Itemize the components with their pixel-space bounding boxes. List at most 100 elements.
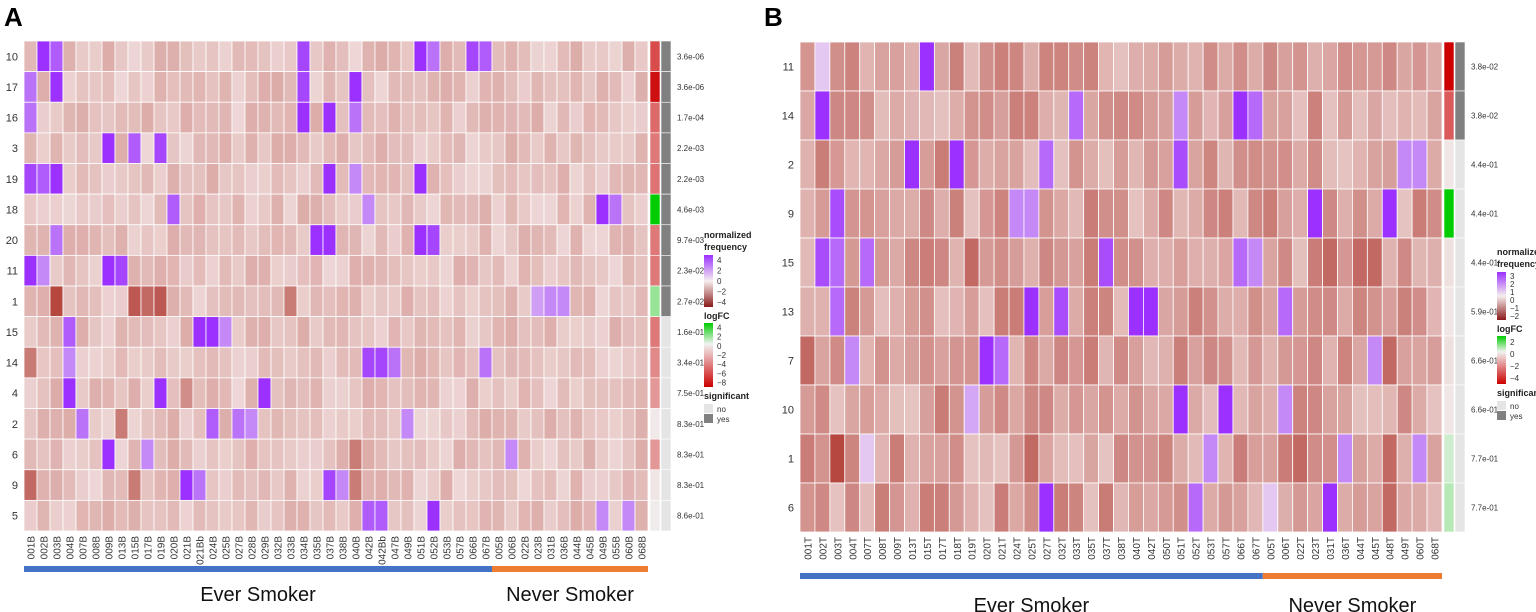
heatmap-cell	[179, 377, 194, 409]
p-value-label: 9.7e-03	[677, 236, 705, 245]
heatmap-cell	[348, 163, 363, 195]
heatmap-cell	[1396, 482, 1413, 533]
heatmap-cell	[166, 163, 181, 195]
heatmap-cell	[919, 139, 935, 190]
heatmap-cell	[426, 469, 441, 501]
heatmap-cell	[49, 254, 64, 287]
column-label: 004B	[66, 536, 77, 560]
heatmap-cell	[933, 237, 950, 288]
heatmap-cell	[36, 224, 51, 256]
heatmap-cell	[244, 285, 259, 318]
heatmap-cell	[465, 316, 480, 348]
heatmap-cell	[569, 316, 584, 348]
heatmap-cell	[348, 346, 363, 379]
heatmap-cell	[296, 499, 311, 532]
column-label: 007B	[79, 536, 90, 560]
legend-logfc-tick: 0	[717, 342, 722, 351]
logfc-cell	[1443, 286, 1455, 337]
heatmap-cell	[296, 132, 311, 164]
heatmap-cell	[478, 285, 493, 318]
heatmap-cell	[23, 408, 38, 440]
heatmap-cell	[595, 438, 610, 471]
heatmap-cell	[595, 163, 610, 195]
heatmap-cell	[874, 433, 890, 484]
heatmap-cell	[452, 408, 467, 440]
heatmap-cell	[75, 132, 90, 164]
heatmap-cell	[400, 377, 415, 409]
heatmap-cell	[904, 237, 920, 288]
heatmap-cell	[1366, 139, 1383, 190]
legend-sig-yes-label: yes	[717, 415, 729, 424]
heatmap-cell	[530, 163, 545, 195]
heatmap-cell	[634, 71, 649, 103]
row-label: 11	[7, 266, 18, 278]
heatmap-cell	[140, 469, 155, 501]
heatmap-cell	[1038, 237, 1055, 288]
heatmap-cell	[1113, 139, 1129, 190]
heatmap-cell	[205, 254, 220, 287]
heatmap-cell	[1411, 384, 1428, 435]
heatmap-cell	[1426, 139, 1443, 190]
heatmap-cell	[1098, 482, 1114, 533]
heatmap-cell	[582, 71, 597, 103]
heatmap-cell	[1262, 335, 1279, 386]
heatmap-cell	[1352, 335, 1368, 386]
heatmap-cell	[1352, 482, 1368, 533]
heatmap-cell	[309, 285, 324, 318]
p-value-label: 3.6e-06	[677, 83, 705, 92]
heatmap-cell	[491, 224, 506, 256]
heatmap-cell	[192, 438, 207, 471]
heatmap-cell	[1396, 286, 1413, 337]
heatmap-cell	[322, 40, 337, 73]
heatmap-cell	[49, 408, 64, 440]
heatmap-cell	[1277, 433, 1294, 484]
heatmap-cell	[933, 482, 950, 533]
heatmap-cell	[978, 433, 995, 484]
heatmap-cell	[1202, 482, 1219, 533]
heatmap-cell	[634, 101, 649, 134]
heatmap-cell	[257, 193, 272, 226]
heatmap-cell	[1098, 237, 1114, 288]
heatmap-cell	[192, 499, 207, 532]
heatmap-cell	[101, 224, 116, 256]
p-value-label: 6.6e-01	[1471, 406, 1499, 415]
heatmap-cell	[608, 346, 623, 379]
heatmap-cell	[218, 40, 233, 73]
column-label: 048T	[1386, 537, 1397, 560]
heatmap-cell	[244, 193, 259, 226]
column-label: 060B	[625, 536, 636, 560]
heatmap-cell	[231, 193, 246, 226]
heatmap-cell	[283, 224, 298, 256]
heatmap-cell	[948, 188, 965, 239]
heatmap-cell	[608, 132, 623, 164]
heatmap-cell	[23, 285, 38, 318]
heatmap-cell	[1172, 188, 1189, 239]
heatmap-cell	[36, 163, 51, 195]
heatmap-cell	[348, 193, 363, 226]
column-label: 066T	[1236, 537, 1247, 560]
heatmap-cell	[1366, 384, 1383, 435]
significant-cell	[1454, 335, 1466, 386]
heatmap-cell	[101, 408, 116, 440]
heatmap-cell	[36, 316, 51, 348]
heatmap-cell	[361, 132, 376, 164]
heatmap-cell	[400, 346, 415, 379]
heatmap-cell	[1381, 90, 1398, 141]
column-label: 007T	[863, 537, 874, 560]
heatmap-cell	[270, 377, 285, 409]
heatmap-cell	[543, 377, 558, 409]
heatmap-cell	[1083, 188, 1100, 239]
heatmap-cell	[270, 438, 285, 471]
legend-significant-title: significant	[1497, 388, 1536, 398]
heatmap-cell	[374, 224, 389, 256]
heatmap-cell	[101, 469, 116, 501]
heatmap-cell	[374, 316, 389, 348]
heatmap-cell	[75, 346, 90, 379]
heatmap-cell	[517, 438, 532, 471]
heatmap-cell	[478, 346, 493, 379]
heatmap-cell	[889, 384, 905, 435]
heatmap-cell	[608, 499, 623, 532]
heatmap-cell	[844, 335, 861, 386]
heatmap-cell	[1068, 335, 1085, 386]
p-value-label: 4.4e-01	[1471, 161, 1499, 170]
